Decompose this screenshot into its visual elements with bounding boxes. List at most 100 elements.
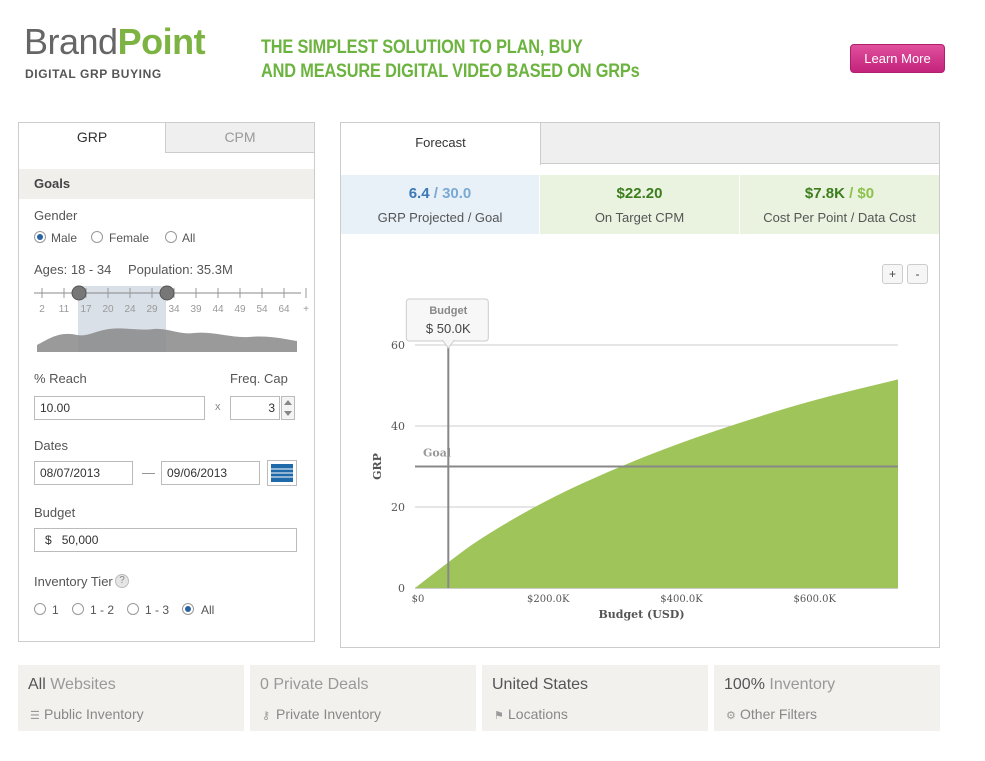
goals-panel: GRP CPM Goals Gender Male Female All Age… — [18, 122, 315, 642]
stepper-down-icon[interactable] — [284, 411, 292, 416]
tier-1-2-radio[interactable] — [72, 603, 84, 615]
zoom-in-button[interactable]: + — [882, 264, 903, 284]
metric-data-cost: / $0 — [844, 185, 875, 202]
tier-1-3-label: 1 - 3 — [145, 603, 170, 617]
filter-inventory-title: 100% Inventory — [724, 676, 835, 694]
age-tick-label: 2 — [39, 304, 45, 315]
population-label: Population: 35.3M — [128, 262, 233, 277]
brand-logo: BrandPoint — [24, 21, 206, 62]
tier-all-radio[interactable] — [182, 603, 194, 615]
age-range-slider[interactable]: 2 11 17 20 24 29 34 39 44 49 54 64 + — [29, 279, 314, 357]
forecast-chart: Goal Budget $ 50.0K 0 20 40 60 $0 $200.0K $40… — [371, 298, 898, 621]
tagline-line-1: THE SIMPLEST SOLUTION TO PLAN, BUY — [261, 37, 583, 58]
gender-all-label: All — [182, 231, 196, 245]
y-tick-label: 60 — [391, 339, 405, 352]
gear-icon: ⚙ — [726, 710, 736, 722]
slider-handle-max[interactable] — [159, 285, 175, 301]
budget-tooltip: Budget $ 50.0K — [405, 298, 489, 349]
y-tick-label: 20 — [391, 501, 405, 514]
rss-icon: ☰ — [30, 710, 40, 722]
tier-1-label: 1 — [52, 603, 59, 617]
gender-all-radio[interactable] — [165, 231, 177, 243]
tier-1-2-label: 1 - 2 — [90, 603, 115, 617]
filter-websites-title: All Websites — [28, 676, 116, 694]
gender-label: Gender — [34, 208, 78, 223]
learn-more-button[interactable]: Learn More — [850, 44, 945, 73]
start-date-input[interactable]: 08/07/2013 — [34, 461, 133, 485]
filter-private-deals[interactable]: 0 Private Deals ⚷ Private Inventory — [250, 665, 476, 731]
y-axis-tick-labels: 0 20 40 60 — [391, 339, 405, 595]
filter-websites-sub: Public Inventory — [44, 706, 144, 722]
metric-grp-caption: GRP Projected / Goal — [377, 210, 503, 225]
tier-1-3-radio[interactable] — [127, 603, 139, 615]
filter-inventory-strong: 100% — [724, 676, 765, 693]
filter-locations-sub: Locations — [508, 706, 568, 722]
filter-private-subtitle: ⚷ Private Inventory — [262, 706, 381, 722]
age-tick-label: 29 — [146, 304, 158, 315]
grp-area-series — [415, 379, 898, 588]
age-tick-label: + — [303, 304, 309, 315]
gender-female-radio[interactable] — [91, 231, 103, 243]
y-tick-label: 0 — [398, 582, 405, 595]
budget-value: 50,000 — [61, 533, 99, 547]
tab-cpm[interactable]: CPM — [166, 123, 314, 153]
gender-female-label: Female — [109, 231, 150, 245]
population-distribution — [37, 328, 297, 352]
filter-inventory[interactable]: 100% Inventory ⚙ Other Filters — [714, 665, 940, 731]
budget-label: Budget — [34, 505, 76, 520]
age-tick-label: 54 — [256, 304, 268, 315]
filter-websites[interactable]: All Websites ☰ Public Inventory — [18, 665, 244, 731]
tier-all-label: All — [201, 603, 215, 617]
key-icon: ⚷ — [262, 710, 271, 722]
tab-forecast[interactable]: Forecast — [341, 123, 541, 165]
metric-cpm-amount: $22.20 — [616, 185, 663, 202]
gender-male-radio[interactable] — [34, 231, 46, 243]
freq-cap-label: Freq. Cap — [230, 371, 288, 386]
freq-cap-input[interactable]: 3 — [230, 396, 280, 420]
filter-locations[interactable]: United States ⚑ Locations — [482, 665, 708, 731]
x-tick-label: $200.0K — [527, 594, 570, 605]
forecast-panel: Forecast 6.4 / 30.0 GRP Projected / Goal… — [340, 122, 940, 648]
slider-handle-min[interactable] — [71, 285, 87, 301]
age-tick-label: 20 — [102, 304, 114, 315]
reach-input[interactable]: 10.00 — [34, 396, 205, 420]
calendar-glyph — [271, 464, 293, 482]
filter-locations-strong: United States — [492, 676, 589, 693]
filter-private-title: 0 Private Deals — [260, 676, 369, 694]
brand-logo-part-a: Brand — [24, 21, 118, 62]
goals-section-header: Goals — [19, 169, 314, 199]
age-tick-labels: 2 11 17 20 24 29 34 39 44 49 54 64 + — [39, 304, 309, 315]
x-axis-tick-labels: $0 $200.0K $400.0K $600.0K — [412, 594, 837, 605]
filter-websites-subtitle: ☰ Public Inventory — [30, 706, 144, 722]
stepper-up-icon[interactable] — [284, 400, 292, 405]
help-icon[interactable]: ? — [115, 574, 129, 588]
tab-grp[interactable]: GRP — [19, 123, 166, 153]
filter-private-light: 0 Private Deals — [260, 676, 369, 693]
filter-inventory-subtitle: ⚙ Other Filters — [726, 706, 817, 722]
reach-label: % Reach — [34, 371, 87, 386]
zoom-out-button[interactable]: - — [907, 264, 928, 284]
tier-1-radio[interactable] — [34, 603, 46, 615]
x-axis-label: Budget (USD) — [598, 608, 684, 621]
freq-cap-stepper[interactable] — [281, 396, 295, 420]
goal-label: Goal — [423, 447, 451, 460]
age-tick-label: 64 — [278, 304, 290, 315]
end-date-input[interactable]: 09/06/2013 — [161, 461, 260, 485]
metric-grp-goal: / 30.0 — [429, 185, 472, 202]
calendar-icon[interactable] — [267, 460, 297, 486]
age-tick-label: 24 — [124, 304, 136, 315]
metric-cpp-value: $7.8K / $0 — [740, 185, 939, 202]
filter-locations-title: United States — [492, 676, 588, 694]
age-tick-label: 17 — [80, 304, 92, 315]
ages-label: Ages: 18 - 34 — [34, 262, 112, 277]
brand-logo-part-b: Point — [117, 21, 206, 62]
budget-tooltip-value: $ 50.0K — [426, 321, 471, 336]
x-tick-label: $0 — [412, 594, 425, 605]
tagline-line-2: AND MEASURE DIGITAL VIDEO BASED ON GRPs — [261, 61, 640, 82]
metric-grp-projected: 6.4 — [408, 185, 430, 202]
times-sign: x — [215, 401, 221, 413]
metric-cpp-amount: $7.8K — [804, 185, 845, 202]
metric-cost-per-point: $7.8K / $0 Cost Per Point / Data Cost — [740, 175, 939, 234]
budget-tooltip-title: Budget — [429, 305, 467, 317]
budget-input[interactable]: $ 50,000 — [34, 528, 297, 552]
